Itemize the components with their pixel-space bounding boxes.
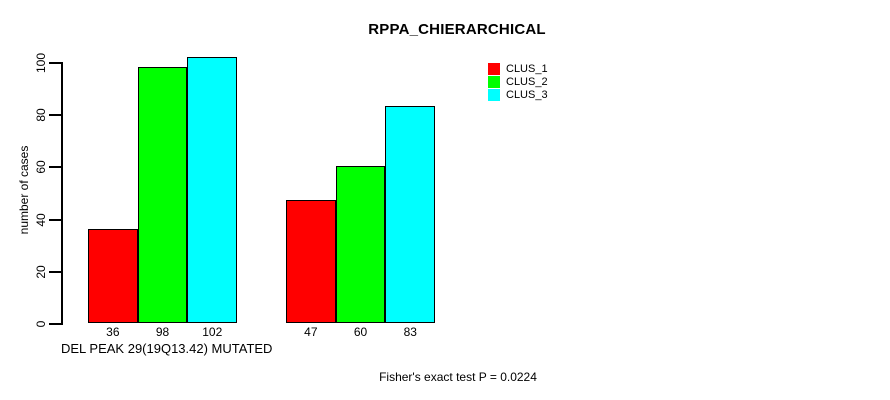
y-axis-tick-label: 100: [34, 52, 48, 74]
y-axis-tick-label: 20: [34, 265, 48, 279]
y-axis-tick: [49, 270, 61, 273]
legend-swatch-clus_2: [488, 76, 500, 88]
legend-label: CLUS_2: [506, 76, 548, 88]
bar-value-label: 102: [202, 325, 223, 339]
chart-title: RPPA_CHIERARCHICAL: [368, 21, 546, 38]
bar-value-label: 98: [155, 325, 170, 339]
legend: CLUS_1 CLUS_2 CLUS_3: [488, 63, 548, 102]
legend-label: CLUS_1: [506, 63, 548, 75]
y-axis-tick: [49, 114, 61, 117]
y-axis-line: [61, 62, 63, 325]
legend-label: CLUS_3: [506, 89, 548, 101]
y-axis-tick: [49, 218, 61, 221]
legend-swatch-clus_1: [488, 63, 500, 75]
y-axis-tick-label: 60: [34, 160, 48, 175]
y-axis-tick-label: 80: [34, 108, 48, 122]
legend-row-clus_2: CLUS_2: [488, 76, 548, 88]
bar-clus_3-group1: [187, 56, 238, 323]
y-axis-tick: [49, 166, 61, 169]
legend-row-clus_3: CLUS_3: [488, 89, 548, 101]
bar-value-label: 83: [403, 325, 417, 339]
fisher-test-annotation: Fisher's exact test P = 0.0224: [379, 370, 537, 384]
bar-value-label: 60: [353, 325, 368, 339]
bar-clus_1-group1: [88, 229, 138, 323]
bar-clus_1-group2: [286, 200, 336, 323]
legend-swatch-clus_3: [488, 89, 500, 101]
y-axis-tick: [49, 62, 61, 64]
legend-row-clus_1: CLUS_1: [488, 63, 548, 75]
x-axis-label: DEL PEAK 29(19Q13.42) MUTATED: [61, 341, 273, 356]
y-axis-tick-label: 40: [34, 212, 48, 227]
bar-clus_3-group2: [385, 106, 436, 323]
bar-clus_2-group2: [335, 166, 386, 323]
bar-value-label: 36: [106, 325, 120, 339]
y-axis-tick-label: 0: [34, 320, 48, 328]
bar-value-label: 47: [304, 325, 318, 339]
y-axis-tick: [49, 323, 61, 325]
bar-clus_2-group1: [137, 67, 188, 323]
y-axis-label: number of cases: [17, 145, 31, 235]
